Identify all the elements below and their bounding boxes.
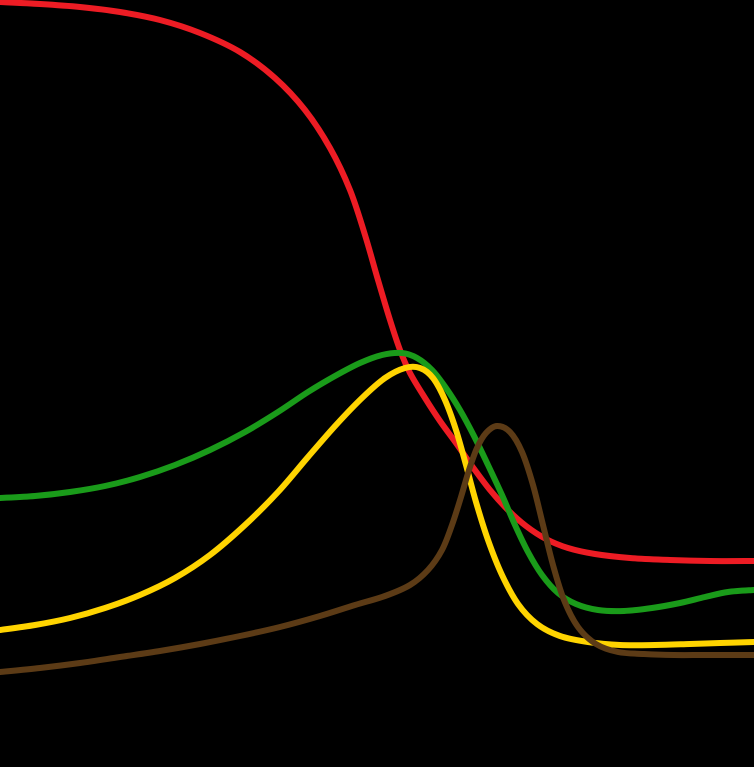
line-chart <box>0 0 754 767</box>
